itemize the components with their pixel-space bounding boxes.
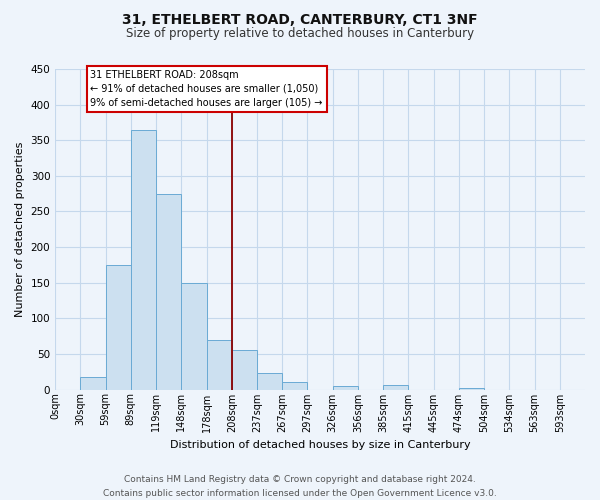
Bar bbox=[383, 384, 409, 390]
Bar bbox=[156, 194, 181, 390]
X-axis label: Distribution of detached houses by size in Canterbury: Distribution of detached houses by size … bbox=[170, 440, 470, 450]
Bar bbox=[106, 265, 131, 390]
Bar bbox=[131, 130, 156, 390]
Bar bbox=[459, 388, 484, 390]
Bar bbox=[232, 350, 257, 390]
Bar bbox=[206, 340, 232, 390]
Y-axis label: Number of detached properties: Number of detached properties bbox=[15, 142, 25, 317]
Bar bbox=[257, 373, 282, 390]
Text: Contains HM Land Registry data © Crown copyright and database right 2024.
Contai: Contains HM Land Registry data © Crown c… bbox=[103, 476, 497, 498]
Bar bbox=[332, 386, 358, 390]
Bar bbox=[282, 382, 307, 390]
Bar bbox=[181, 282, 206, 390]
Text: 31, ETHELBERT ROAD, CANTERBURY, CT1 3NF: 31, ETHELBERT ROAD, CANTERBURY, CT1 3NF bbox=[122, 12, 478, 26]
Text: 31 ETHELBERT ROAD: 208sqm
← 91% of detached houses are smaller (1,050)
9% of sem: 31 ETHELBERT ROAD: 208sqm ← 91% of detac… bbox=[91, 70, 323, 108]
Text: Size of property relative to detached houses in Canterbury: Size of property relative to detached ho… bbox=[126, 28, 474, 40]
Bar bbox=[80, 376, 106, 390]
